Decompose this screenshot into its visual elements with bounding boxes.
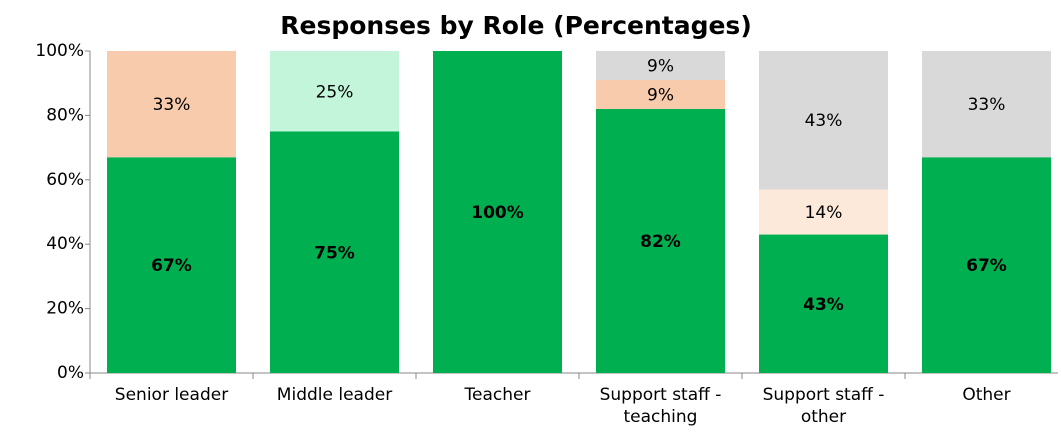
data-label: 43% [805, 111, 843, 131]
chart-title: Responses by Role (Percentages) [280, 11, 752, 40]
x-tick-label: Support staff - teaching [599, 385, 722, 427]
x-tick-label: Middle leader [276, 385, 393, 405]
y-tick-label: 20% [46, 299, 84, 319]
data-label: 14% [805, 203, 843, 223]
y-tick-label: 80% [46, 105, 84, 125]
bar-segment [270, 51, 399, 132]
data-label: 100% [471, 203, 524, 223]
bar-segment [596, 79, 725, 109]
bar-segment [433, 51, 562, 373]
y-tick-label: 60% [46, 170, 84, 190]
bar-segment [759, 189, 888, 235]
bar-segment [596, 108, 725, 374]
data-label: 33% [968, 95, 1006, 115]
bar-segment [596, 51, 725, 80]
bar-segment [107, 51, 236, 158]
data-label: 67% [966, 256, 1007, 276]
data-label: 82% [640, 232, 681, 252]
data-label: 75% [314, 243, 355, 263]
y-tick-label: 0% [57, 363, 84, 383]
y-tick-label: 40% [46, 234, 84, 254]
bar-segment [759, 51, 888, 190]
x-tick-label: Teacher [464, 385, 531, 405]
y-tick-label: 100% [35, 41, 84, 61]
data-label: 9% [647, 56, 674, 76]
data-label: 43% [803, 295, 844, 315]
x-tick-label: Senior leader [114, 385, 229, 405]
x-tick-label: Support staff - other [762, 385, 885, 427]
data-label: 33% [153, 95, 191, 115]
x-tick-label: Other [962, 385, 1011, 405]
data-label: 25% [316, 82, 354, 102]
bar-segment [922, 157, 1051, 373]
data-label: 67% [151, 256, 192, 276]
data-label: 9% [647, 85, 674, 105]
bar-segment [270, 131, 399, 373]
bar-segment [107, 157, 236, 373]
bar-segment [922, 51, 1051, 158]
bar-segment [759, 234, 888, 373]
